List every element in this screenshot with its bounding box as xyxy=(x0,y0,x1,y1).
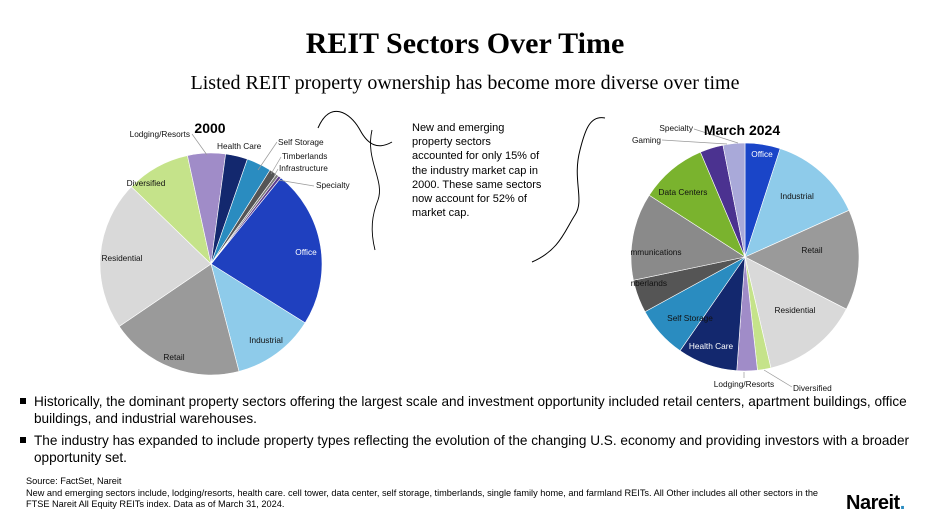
source-line: Source: FactSet, Nareit xyxy=(26,476,122,486)
slice-label: Diversified xyxy=(793,383,832,393)
left-bracket-curve xyxy=(370,129,380,251)
bullet-marker xyxy=(20,437,26,443)
slice-label: Gaming xyxy=(632,135,661,145)
leader-line xyxy=(273,168,279,177)
bullet-item: The industry has expanded to include pro… xyxy=(20,432,910,466)
slice-label: Residential xyxy=(774,305,815,315)
slice-label: Office xyxy=(751,149,773,159)
pie-chart-2024: Office Industrial Retail Residential Diversi… xyxy=(606,123,860,393)
pie-slice-residential xyxy=(744,256,847,369)
slice-label: Residential xyxy=(101,253,142,263)
bullet-item: Historically, the dominant property sect… xyxy=(20,393,910,427)
slice-label: Retail xyxy=(163,352,184,362)
leader-line xyxy=(693,128,739,144)
source-notes: Source: FactSet, Nareit New and emerging… xyxy=(26,476,836,511)
leader-line xyxy=(277,179,315,187)
slice-label: Office xyxy=(295,247,317,257)
pie-slice-specialty xyxy=(210,175,282,265)
callout-text: New and emerging property sectors accoun… xyxy=(412,122,542,220)
pie-chart-2000: Office Industrial Retail Residential Diversi… xyxy=(99,129,351,376)
pie-slice-telecommunications xyxy=(631,194,746,281)
slice-label: Specialty xyxy=(659,123,694,133)
footnote: New and emerging sectors include, lodgin… xyxy=(26,487,819,510)
bullet-text: The industry has expanded to include pro… xyxy=(34,433,910,465)
slice-label: Industrial xyxy=(249,335,283,345)
slice-label: Retail xyxy=(801,245,822,255)
slice-label: Timberlands xyxy=(622,278,667,288)
pie-slice-residential xyxy=(99,186,212,327)
pie-slice-specialty xyxy=(722,142,746,258)
right-brace xyxy=(531,117,606,263)
leader-line xyxy=(257,141,278,171)
chart-title-2000: 2000 xyxy=(194,120,225,136)
pie-slice-office xyxy=(210,177,323,324)
slice-label: Telecommunications xyxy=(606,247,681,257)
chart-title-2024: March 2024 xyxy=(704,122,780,138)
bullet-text: Historically, the dominant property sect… xyxy=(34,394,907,426)
slice-label: Health Care xyxy=(689,341,734,351)
pie-slice-retail xyxy=(118,263,240,376)
slice-label: Specialty xyxy=(316,180,351,190)
left-brace xyxy=(317,110,393,147)
pie-slice-retail xyxy=(744,209,860,310)
slice-label: Self Storage xyxy=(278,137,324,147)
leader-line xyxy=(191,133,208,156)
nareit-logo: Nareit. xyxy=(846,492,905,514)
slice-label: Diversified xyxy=(127,178,166,188)
bullet-marker xyxy=(20,398,26,404)
leader-line xyxy=(661,139,728,145)
page-subtitle: Listed REIT property ownership has becom… xyxy=(190,72,740,94)
slice-label: Industrial xyxy=(780,191,814,201)
pie-slice-industrial xyxy=(210,263,306,372)
slice-label: Lodging/Resorts xyxy=(714,379,774,389)
slice-label: Data Centers xyxy=(659,187,708,197)
slice-label: Lodging/Resorts xyxy=(130,129,190,139)
slice-label: Health Care xyxy=(217,141,262,151)
pie-slice-industrial xyxy=(744,148,850,258)
bullet-list: Historically, the dominant property sect… xyxy=(20,393,910,471)
page-title: REIT Sectors Over Time xyxy=(305,27,625,60)
slice-label: Timberlands xyxy=(282,151,327,161)
leader-line xyxy=(763,369,793,388)
leader-line xyxy=(270,156,282,175)
slice-label: Self Storage xyxy=(667,313,713,323)
slice-label: Infrastructure xyxy=(279,163,328,173)
